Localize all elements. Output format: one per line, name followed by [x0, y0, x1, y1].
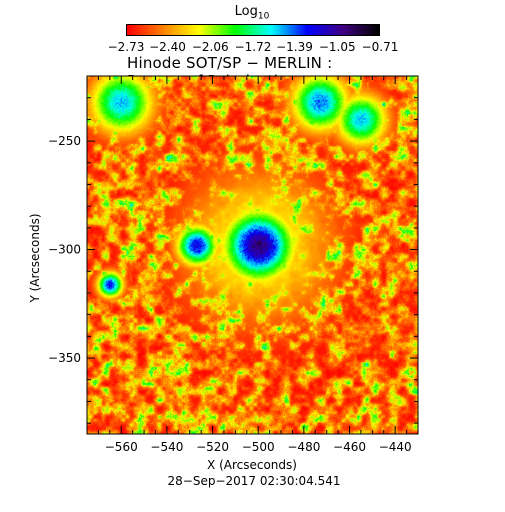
- colorbar-tick-label: −2.73: [107, 40, 145, 54]
- colorbar-tick-label: −1.05: [318, 40, 356, 54]
- x-tick-label: −460: [333, 440, 366, 454]
- y-tick-label: −350: [48, 351, 81, 365]
- y-axis-label: Y (Arcseconds): [28, 213, 42, 303]
- polarization-heatmap: [87, 76, 418, 434]
- colorbar-tick-labels: −2.73 −2.40 −2.06 −1.72 −1.39 −1.05 −0.71: [108, 40, 399, 54]
- x-tick-label: −520: [196, 440, 229, 454]
- x-tick-label: −480: [287, 440, 320, 454]
- x-tick-label: −560: [105, 440, 138, 454]
- colorbar: [126, 24, 380, 36]
- plot-frame: [86, 75, 419, 435]
- colorbar-tick-label: −1.72: [234, 40, 272, 54]
- colorbar-title: Log10: [234, 4, 270, 22]
- y-tick-label: −250: [48, 134, 81, 148]
- colorbar-tick-label: −0.71: [361, 40, 399, 54]
- colorbar-tick-label: −2.06: [191, 40, 229, 54]
- x-tick-label: −440: [379, 440, 412, 454]
- y-tick-label: −300: [48, 243, 81, 257]
- observation-timestamp: 28−Sep−2017 02:30:04.541: [167, 474, 341, 488]
- x-tick-label: −540: [150, 440, 183, 454]
- x-axis-label: X (Arcseconds): [207, 458, 297, 472]
- colorbar-tick-label: −2.40: [149, 40, 186, 54]
- x-tick-label: −500: [242, 440, 275, 454]
- colorbar-tick-label: −1.39: [276, 40, 313, 54]
